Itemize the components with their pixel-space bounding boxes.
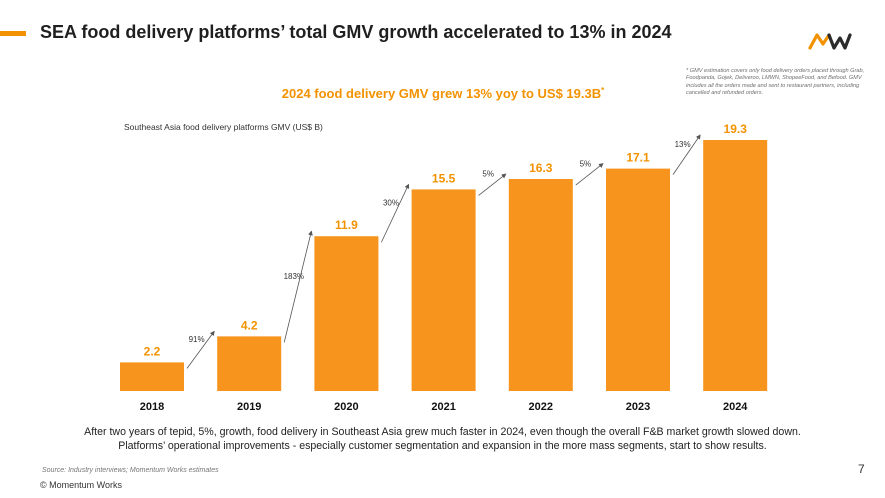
growth-arrow-2020: [283, 230, 313, 343]
momentum-works-logo: [808, 33, 852, 50]
value-label-2018: 2.2: [144, 344, 161, 358]
growth-label-2023: 5%: [580, 159, 592, 168]
bars-layer: [120, 140, 768, 391]
value-label-2020: 11.9: [335, 218, 358, 232]
chart-title-marker: *: [601, 86, 605, 95]
logo-m-mark: [808, 33, 831, 50]
x-tick-label-2019: 2019: [237, 401, 261, 413]
growth-arrows-layer: [186, 134, 701, 369]
growth-label-2022: 5%: [482, 170, 494, 179]
insight-line-1: After two years of tepid, 5%, growth, fo…: [84, 426, 801, 438]
insight-line-2: Platforms’ operational improvements - es…: [118, 440, 767, 452]
labels-layer: 2.2 2018 4.2 2019 11.9 2020 15.5 2021 16.3 2022 17…: [140, 122, 749, 413]
growth-label-2024: 13%: [675, 140, 691, 149]
logo-w-mark: [827, 33, 852, 50]
chart-title-text: 2024 food delivery GMV grew 13% yoy to U…: [282, 86, 601, 101]
gmv-footnote: * GMV estimation covers only food delive…: [686, 68, 865, 97]
growth-arrow-2024: [672, 134, 701, 175]
value-label-2021: 15.5: [432, 171, 456, 185]
x-tick-label-2020: 2020: [334, 401, 358, 413]
growth-arrow-2023: [575, 163, 604, 186]
copyright-note: © Momentum Works: [40, 480, 122, 490]
growth-arrow-2019: [186, 330, 215, 369]
x-tick-label-2023: 2023: [626, 401, 650, 413]
x-tick-label-2024: 2024: [723, 401, 748, 413]
title-accent-bar: [0, 31, 26, 36]
value-label-2022: 16.3: [529, 161, 553, 175]
x-tick-label-2022: 2022: [529, 401, 553, 413]
bar-2021: [411, 189, 476, 391]
slide-title: SEA food delivery platforms’ total GMV g…: [40, 22, 672, 42]
bar-2022: [508, 179, 573, 391]
page-number: 7: [858, 462, 865, 476]
insight-text: After two years of tepid, 5%, growth, fo…: [60, 425, 825, 453]
bar-2023: [606, 168, 670, 391]
growth-label-2020: 183%: [284, 272, 304, 281]
value-label-2024: 19.3: [724, 122, 748, 136]
bar-2024: [703, 140, 768, 391]
bar-2019: [217, 336, 282, 391]
y-axis-label: Southeast Asia food delivery platforms G…: [124, 122, 323, 132]
growth-arrow-2021: [381, 183, 410, 243]
growth-arrow-2022: [478, 173, 507, 196]
bar-2020: [314, 236, 379, 391]
value-label-2019: 4.2: [241, 318, 258, 332]
bar-2018: [120, 362, 184, 391]
x-tick-label-2021: 2021: [431, 401, 455, 413]
chart-title: 2024 food delivery GMV grew 13% yoy to U…: [282, 86, 605, 101]
growth-label-2021: 30%: [383, 198, 399, 207]
source-note: Source: Industry interviews; Momentum Wo…: [42, 467, 219, 474]
x-tick-label-2018: 2018: [140, 401, 164, 413]
growth-label-2019: 91%: [189, 335, 205, 344]
value-label-2023: 17.1: [626, 151, 650, 165]
